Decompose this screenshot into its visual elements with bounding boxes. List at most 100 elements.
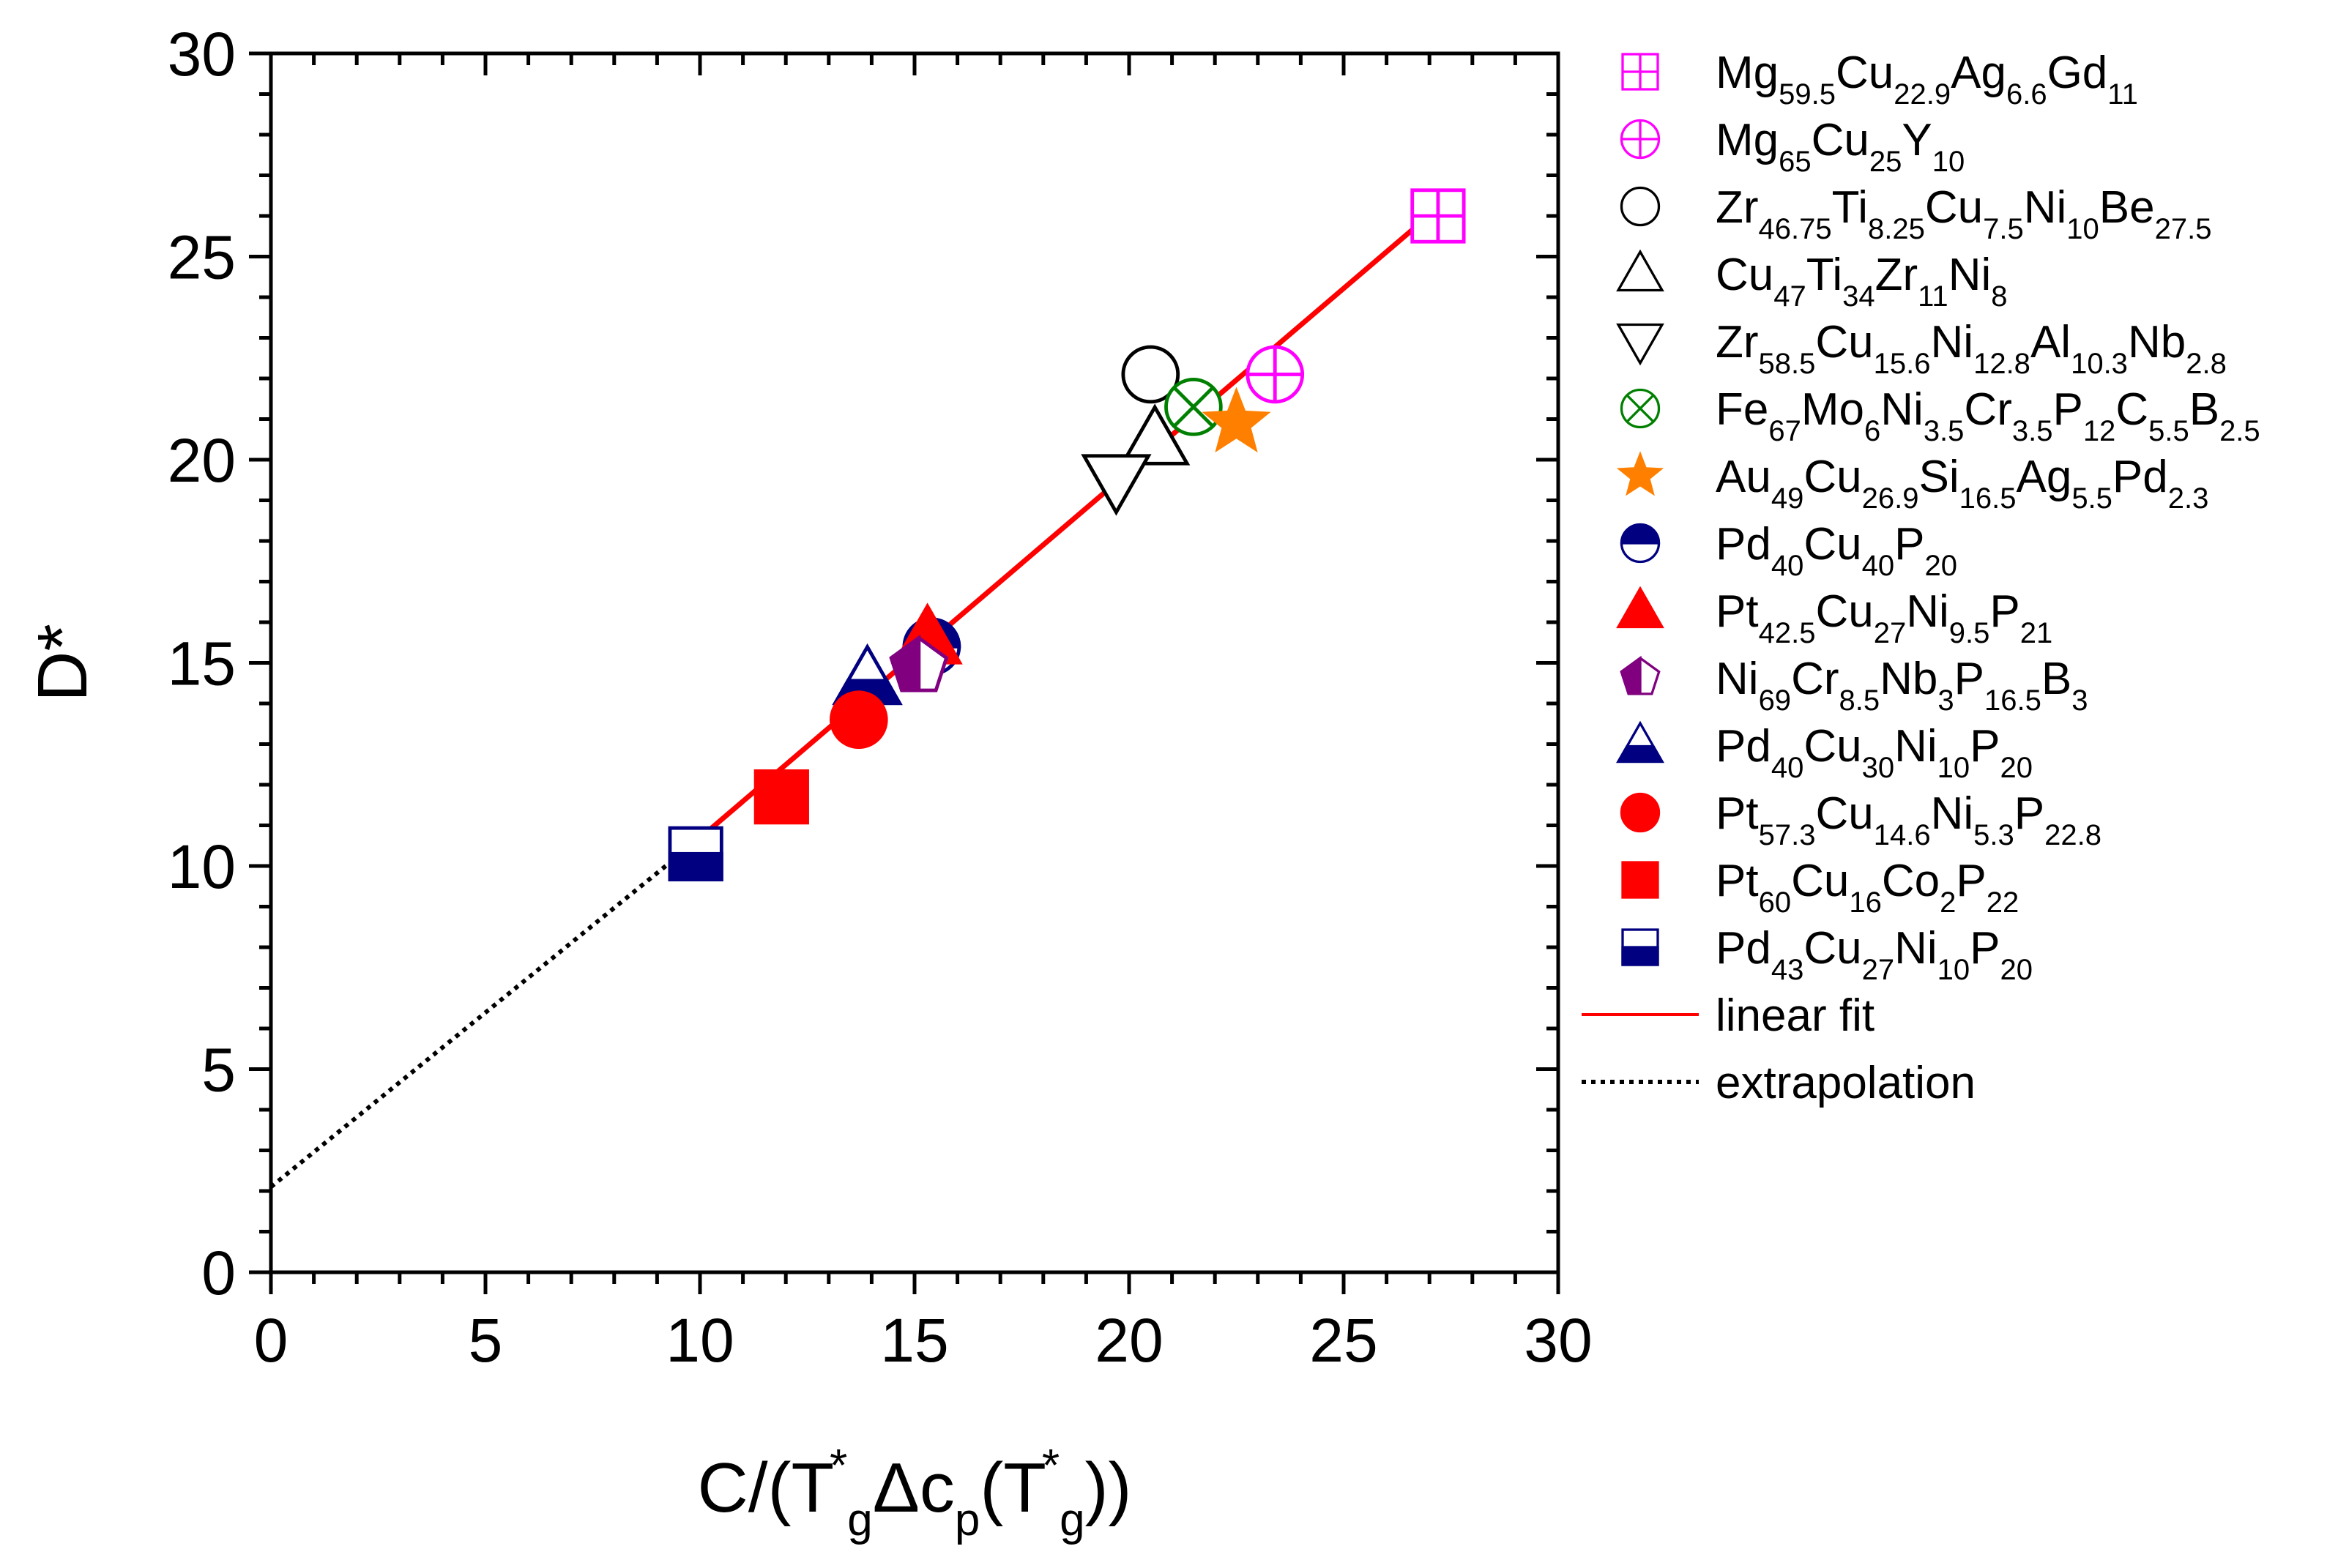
y-tick-label: 30 [168,20,236,89]
legend-label-part: Cu [1815,788,1873,839]
x-axis-title-part: g [1060,1495,1084,1545]
legend-label-part: Cu [1812,115,1869,165]
legend-marker-triangle-down-open [1616,323,1664,366]
legend-label-part: 14.6 [1874,819,1931,851]
legend-label-part: Cu [1815,586,1873,637]
x-tick-label: 5 [469,1306,503,1375]
legend-item: Zr58.5Cu15.6Ni12.8Al10.3Nb2.8 [1616,317,2227,380]
legend-label-part: Pd [1716,721,1771,772]
legend-marker-circle-x [1620,388,1661,429]
legend-label-part: 9.5 [1949,617,1990,649]
legend-marker-circle-x-part [1626,394,1655,423]
legend-label-part: 20 [2000,954,2033,986]
legend-label-part: Ag [1951,48,2006,98]
legend-item: Pt57.3Cu14.6Ni5.3P22.8 [1620,788,2101,851]
legend-label-part: Ni [2024,182,2067,233]
legend-item: Ni69Cr8.5Nb3P16.5B3 [1620,654,2088,717]
legend-label-part: 15.6 [1874,348,1931,380]
legend-item: linear fit [1582,990,1875,1041]
legend-label-part: 58.5 [1759,348,1816,380]
legend-marker-circle-filled-part [1620,792,1661,833]
legend-label-part: 3.5 [2012,415,2053,447]
legend-label-part: Pt [1716,586,1759,637]
legend-label-part: Fe [1716,384,1768,435]
legend-label-part: 8.25 [1868,213,1925,245]
legend-label-part: 10 [1937,752,1970,784]
legend-marker-triangle-half-bottom-part [1616,744,1664,764]
legend-label-part: Cu [1791,856,1849,906]
data-point-square-filled [753,769,809,825]
legend-label-part: 34 [1842,280,1875,313]
legend-label-part: P [2014,788,2044,839]
legend-label: Cu47Ti34Zr11Ni8 [1716,250,2008,313]
legend-label-part: P [1894,519,1924,570]
legend-marker-circle-half-top-part [1620,523,1661,545]
legend-marker-triangle-up-open-part [1616,249,1664,292]
legend-label-part: 65 [1779,146,1812,178]
legend-label-part: 26.9 [1862,482,1919,515]
legend-marker-circle-filled [1620,792,1661,833]
legend-label-part: Ti [1806,250,1842,300]
legend-label-part: Pd [2112,452,2168,502]
x-axis-title-part: )) [1085,1449,1132,1527]
legend-label-part: 42.5 [1759,617,1816,649]
legend-label-part: 49 [1771,482,1804,515]
legend-label-part: 40 [1862,550,1895,582]
x-tick-label: 15 [880,1306,948,1375]
legend-label-part: Ag [2016,452,2071,502]
legend-label-part: 25 [1869,146,1902,178]
legend-label-part: 46.75 [1759,213,1832,245]
legend-label-part: 69 [1759,684,1792,717]
legend-label: extrapolation [1716,1058,1976,1108]
legend-marker-pentagon-half-left [1620,655,1661,695]
legend-item: Pd43Cu27Ni10P20 [1621,923,2033,986]
data-point-circle-filled-part [829,690,888,750]
legend-label-part: 47 [1773,280,1806,313]
x-axis-title-part: * [1042,1441,1060,1491]
legend-label: Fe67Mo6Ni3.5Cr3.5P12C5.5B2.5 [1716,384,2260,447]
x-axis-title-part: C/(T [697,1449,834,1527]
data-point-triangle-down-open-part [1081,454,1152,516]
legend-label-part: 7.5 [1983,213,2024,245]
legend-marker-circle-plus [1620,119,1661,160]
legend-label-part: Ni [1906,586,1949,637]
data-point-square-plus [1410,188,1466,244]
legend-label-part: 60 [1759,886,1792,919]
legend-label-part: Ni [1880,384,1924,435]
legend-marker-triangle-up-filled [1616,586,1664,629]
legend-label-part: 6 [1864,415,1880,447]
legend-item: extrapolation [1582,1058,1976,1108]
plot-area: 0 5 10 15 20 25 30051015202530D*C/(T*gΔcp(T*g)… [23,20,1593,1545]
legend-label-part: Co [1882,856,1940,906]
legend-label-part: Pd [1716,923,1771,974]
legend-label-part: 8.5 [1839,684,1880,717]
legend-label-part: 30 [1862,752,1895,784]
legend-label-part: 59.5 [1779,78,1836,111]
data-point-square-half-bottom [668,826,723,881]
legend-label-part: Cu [1925,182,1983,233]
legend-label-part: Mo [1801,384,1864,435]
legend-label-part: Cr [1964,384,2011,435]
legend-label-part: Cr [1791,654,1839,704]
legend-label-part: P [1956,856,1986,906]
legend-label-part: Cu [1815,317,1873,367]
legend-label: Mg65Cu25Y10 [1716,115,1965,178]
y-tick-label: 10 [168,832,236,901]
data-point-star-part [1202,387,1271,453]
legend-item: Fe67Mo6Ni3.5Cr3.5P12C5.5B2.5 [1620,384,2260,447]
legend-label: Pt60Cu16Co2P22 [1716,856,2019,919]
legend-marker-square-half-bottom-part [1621,946,1659,966]
legend-label-part: 5.5 [2148,415,2189,447]
legend-label: linear fit [1716,990,1875,1041]
legend-label-part: Pt [1716,788,1759,839]
legend-label-part: 16 [1849,886,1882,919]
legend-label-part: 16.5 [1984,684,2041,717]
legend-label-part: Cu [1716,250,1773,300]
legend-label-part: 20 [2000,752,2033,784]
legend-label: Zr46.75Ti8.25Cu7.5Ni10Be27.5 [1716,182,2212,245]
legend-label-part: 40 [1771,550,1804,582]
x-tick-label: 0 [254,1306,288,1375]
legend-label-part: 2.3 [2168,482,2209,515]
legend-label: Au49Cu26.9Si16.5Ag5.5Pd2.3 [1716,452,2208,515]
data-point-pentagon-half-left [889,634,949,692]
